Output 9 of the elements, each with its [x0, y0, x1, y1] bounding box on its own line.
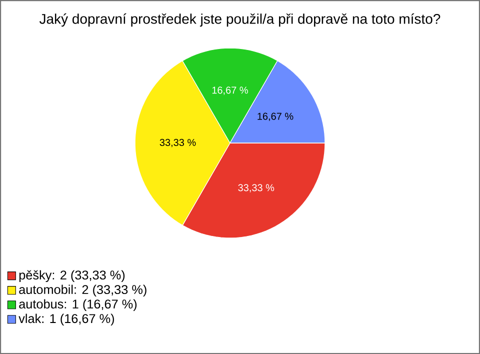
legend-label: autobus: 1 (16,67 %) — [19, 299, 137, 312]
legend-label: vlak: 1 (16,67 %) — [18, 314, 114, 326]
data-label: 33,33 % — [160, 138, 196, 148]
legend-label: pěšky: 2 (33,33 %) — [19, 270, 125, 282]
data-label: 16,67 % — [212, 86, 248, 95]
data-label: 16,67 % — [258, 112, 294, 122]
chart-title: Jaký dopravní prostředek jste použil/a při dopravě na toto místo? — [39, 13, 440, 27]
legend-label: automobil: 2 (33,33 %) — [19, 284, 146, 297]
data-label: 33,33 % — [238, 184, 274, 192]
